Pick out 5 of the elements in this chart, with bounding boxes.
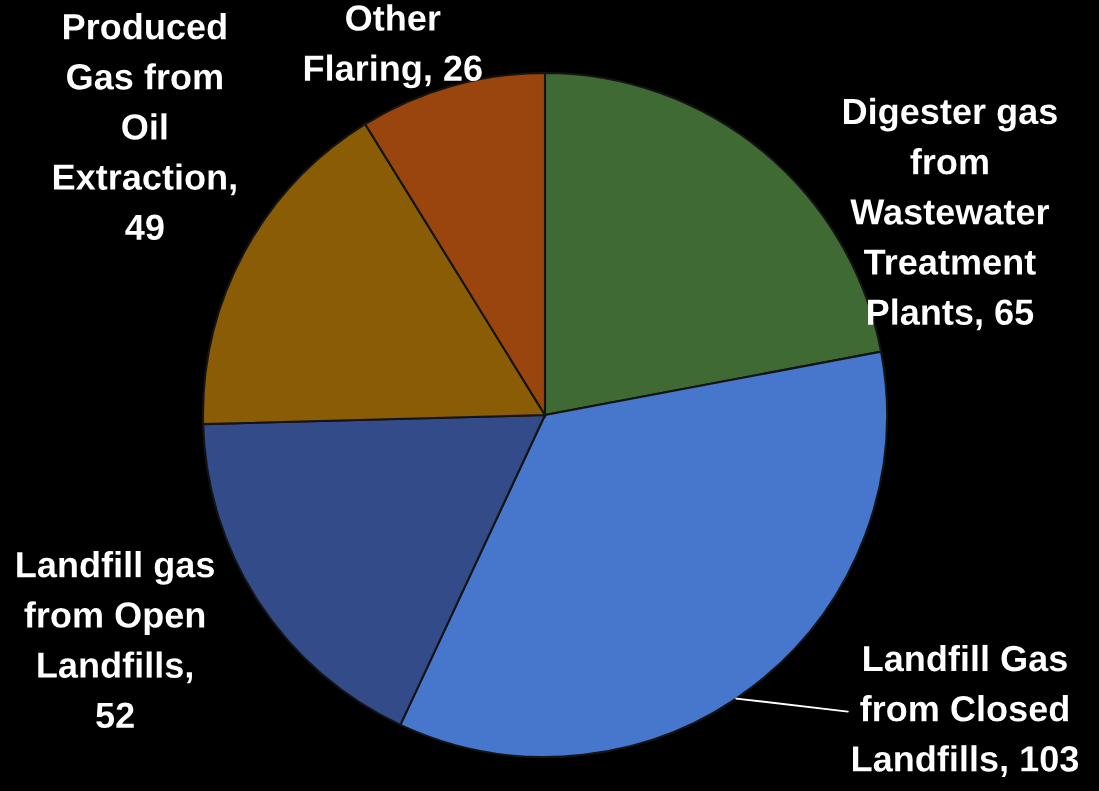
slice-label: Landfill gas from Open Landfills, 52	[17, 550, 214, 729]
slice-label: Digester gas from Wastewater Treatment Plants, 65	[843, 97, 1057, 331]
slice-label: Other Flaring, 26	[304, 4, 482, 89]
slice-label: Produced Gas from Oil Extraction, 49	[53, 13, 236, 241]
slice-label: Landfill Gas from Closed Landfills, 103	[853, 644, 1079, 777]
